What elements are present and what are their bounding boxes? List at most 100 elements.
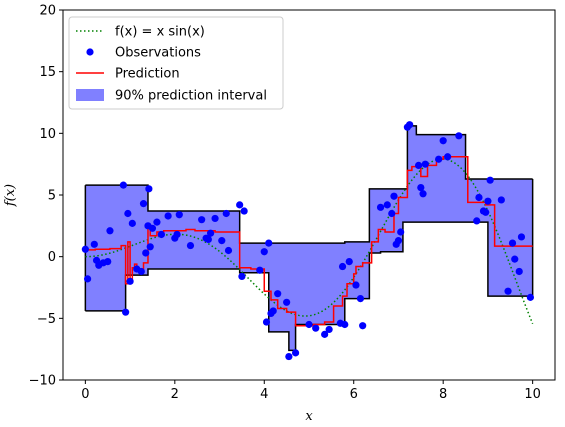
y-tick-label: 20: [39, 4, 56, 19]
observation-point: [106, 227, 114, 235]
observation-point: [269, 307, 277, 315]
observation-point: [222, 209, 230, 218]
observation-point: [285, 352, 293, 361]
observation-point: [515, 267, 523, 276]
prediction-line: [85, 156, 533, 327]
prediction-interval-band: [85, 125, 533, 351]
observation-point: [356, 295, 365, 303]
y-tick-label: 15: [39, 65, 56, 80]
x-tick-label: 10: [524, 387, 541, 402]
observation-point: [164, 212, 172, 220]
y-tick-label: −5: [37, 312, 56, 327]
observation-point: [473, 217, 481, 225]
observation-point: [419, 190, 427, 198]
observation-point: [291, 349, 300, 357]
observation-point: [148, 224, 157, 232]
observation-point: [186, 241, 195, 250]
y-tick-label: −10: [29, 374, 56, 389]
legend: f(x) = x sin(x) Observations Prediction 90%…: [68, 16, 284, 110]
observation-point: [444, 153, 452, 161]
legend-swatch-observations: [86, 48, 94, 56]
legend-box: [68, 16, 284, 110]
legend-swatch-interval: [76, 89, 104, 101]
observation-point: [198, 216, 206, 224]
y-tick-label: 0: [48, 250, 56, 265]
observation-point: [325, 325, 333, 334]
observation-point: [119, 181, 127, 189]
observation-point: [455, 132, 463, 140]
observation-point: [406, 121, 414, 129]
axis-ticks: 0 2 4 6 8 10 −10 −5 0 5 10 15 20: [29, 4, 541, 403]
observation-point: [338, 262, 347, 271]
observation-point: [526, 293, 535, 301]
x-axis-label: x: [305, 409, 313, 424]
observation-point: [260, 248, 268, 256]
observation-point: [218, 237, 226, 245]
true-function-line: [85, 158, 534, 325]
observation-point: [146, 243, 154, 251]
observation-point: [122, 308, 130, 316]
observation-point: [305, 320, 313, 329]
observation-point: [475, 193, 483, 202]
observation-point: [383, 201, 391, 209]
observation-point: [421, 160, 429, 168]
observation-point: [175, 211, 183, 219]
observation-point: [224, 246, 233, 255]
observation-point: [137, 267, 145, 276]
observation-point: [352, 281, 360, 289]
observation-point: [504, 287, 512, 295]
observation-point: [157, 230, 165, 239]
observation-point: [321, 330, 329, 338]
observation-point: [508, 239, 517, 247]
observation-point: [511, 255, 519, 263]
y-tick-label: 5: [48, 189, 56, 204]
observation-point: [274, 290, 282, 298]
observation-point: [341, 320, 349, 329]
legend-label: Observations: [115, 46, 201, 61]
observation-point: [486, 176, 494, 184]
observation-point: [359, 322, 367, 330]
plot-area: [81, 121, 535, 361]
observation-point: [256, 266, 264, 274]
x-tick-label: 8: [439, 387, 447, 402]
observation-point: [126, 277, 134, 285]
observation-point: [90, 240, 98, 248]
observation-point: [497, 196, 505, 204]
legend-label: f(x) = x sin(x): [115, 25, 205, 40]
legend-label: 90% prediction interval: [115, 89, 267, 104]
observation-point: [128, 219, 136, 227]
observation-point: [142, 249, 150, 257]
x-tick-label: 4: [260, 387, 268, 402]
observation-point: [173, 230, 181, 239]
observation-point: [517, 233, 526, 241]
observation-point: [414, 161, 423, 169]
observation-point: [439, 137, 447, 145]
observation-point: [207, 229, 215, 237]
observation-point: [435, 155, 443, 163]
observation-point: [240, 207, 248, 215]
observation-point: [211, 214, 219, 223]
legend-label: Prediction: [115, 67, 180, 82]
observation-point: [238, 272, 246, 280]
observation-point: [262, 318, 271, 326]
observation-point: [394, 237, 403, 245]
observation-point: [345, 258, 353, 266]
observation-point: [81, 245, 89, 253]
x-tick-label: 2: [171, 387, 179, 402]
observation-point: [484, 197, 492, 205]
observation-point: [124, 209, 132, 218]
observation-point: [153, 218, 161, 226]
observation-point: [312, 324, 320, 332]
observation-point: [139, 200, 148, 208]
y-tick-label: 10: [39, 127, 56, 142]
upper-bound-line: [85, 125, 533, 244]
observation-point: [482, 208, 490, 216]
x-tick-label: 6: [350, 387, 358, 402]
observation-point: [388, 209, 396, 218]
observation-point: [265, 239, 273, 247]
observation-point: [397, 228, 405, 236]
observation-point: [390, 192, 398, 200]
observation-point: [84, 275, 92, 283]
observation-point: [236, 201, 244, 209]
